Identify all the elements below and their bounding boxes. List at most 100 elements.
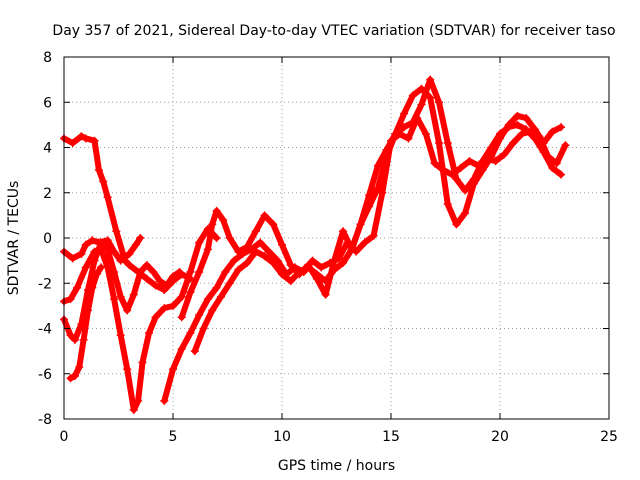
data-point [369, 231, 378, 240]
series-band [61, 225, 220, 413]
y-tick-label: 2 [43, 186, 52, 202]
series-track-d [60, 238, 184, 344]
data-point [177, 313, 186, 322]
data-point [186, 329, 195, 338]
data-point [116, 292, 125, 301]
data-point [190, 347, 199, 356]
data-point [443, 200, 452, 209]
data-point [330, 256, 339, 265]
data-point [73, 283, 82, 292]
data-point [66, 374, 75, 383]
data-point [129, 290, 138, 299]
data-point [195, 238, 204, 247]
data-point [136, 267, 145, 276]
data-point [469, 175, 478, 184]
data-point [452, 175, 461, 184]
x-axis-ticks: 0 5 10 15 20 25 [60, 57, 618, 445]
data-point [295, 267, 304, 276]
data-point [408, 91, 417, 100]
data-point [134, 396, 143, 405]
data-point [417, 100, 426, 109]
data-point [339, 258, 348, 267]
data-point [110, 247, 119, 256]
data-point [360, 238, 369, 247]
data-point [461, 209, 470, 218]
y-tick-label: 8 [43, 50, 52, 66]
data-point [382, 145, 391, 154]
data-point [212, 283, 221, 292]
data-point [430, 159, 439, 168]
data-point [404, 134, 413, 143]
data-point [149, 267, 158, 276]
data-point [195, 310, 204, 319]
data-point [251, 227, 260, 236]
data-point [186, 267, 195, 276]
series-track-a [60, 132, 195, 295]
x-axis-label: GPS time / hours [278, 458, 395, 474]
data-point [70, 335, 79, 344]
y-tick-label: -8 [38, 412, 52, 428]
data-point [426, 93, 435, 102]
data-point [304, 263, 313, 272]
data-point [509, 138, 518, 147]
data-point [225, 234, 234, 242]
data-point [116, 331, 125, 340]
data-point [347, 245, 356, 254]
data-point [116, 256, 125, 265]
data-point [212, 234, 221, 242]
data-point [500, 150, 509, 159]
data-point [103, 245, 112, 254]
data-point [131, 240, 140, 249]
data-point [243, 243, 252, 252]
data-point [151, 313, 160, 322]
data-point [452, 220, 461, 229]
data-point [434, 98, 443, 107]
data-point [169, 301, 177, 310]
data-point [79, 335, 88, 344]
data-point [552, 159, 561, 168]
data-point [330, 265, 339, 274]
data-point [68, 254, 77, 263]
data-point [491, 157, 500, 166]
data-point [561, 141, 570, 150]
data-point [286, 276, 295, 285]
data-point [421, 129, 430, 138]
data-point [522, 125, 531, 134]
data-point [378, 188, 387, 197]
y-tick-label: -4 [38, 322, 52, 338]
data-point [243, 258, 252, 267]
data-point [219, 215, 228, 224]
data-point [308, 256, 317, 265]
data-point [142, 274, 151, 283]
data-point [504, 123, 513, 132]
data-point [339, 227, 348, 236]
series-band [161, 115, 569, 404]
x-tick-label: 10 [273, 429, 291, 445]
data-point [123, 306, 132, 315]
data-point [317, 263, 326, 272]
data-point [212, 206, 221, 215]
data-point [356, 220, 365, 229]
data-point [90, 256, 99, 265]
data-point [103, 236, 112, 245]
data-point [195, 267, 204, 276]
series-track-f [160, 114, 570, 405]
data-point [169, 365, 177, 374]
data-point [548, 163, 557, 172]
data-point [256, 238, 265, 247]
data-point [175, 267, 184, 276]
data-point [434, 138, 443, 147]
data-point [97, 238, 106, 247]
data-point [110, 267, 119, 276]
data-point [487, 143, 496, 152]
data-point [77, 132, 86, 141]
data-point [400, 109, 409, 118]
y-tick-label: 0 [43, 231, 52, 247]
data-point [203, 295, 212, 304]
data-point [557, 123, 566, 132]
data-point [216, 292, 225, 301]
data-point [110, 295, 119, 304]
data-point [373, 184, 382, 193]
data-point [129, 405, 138, 414]
